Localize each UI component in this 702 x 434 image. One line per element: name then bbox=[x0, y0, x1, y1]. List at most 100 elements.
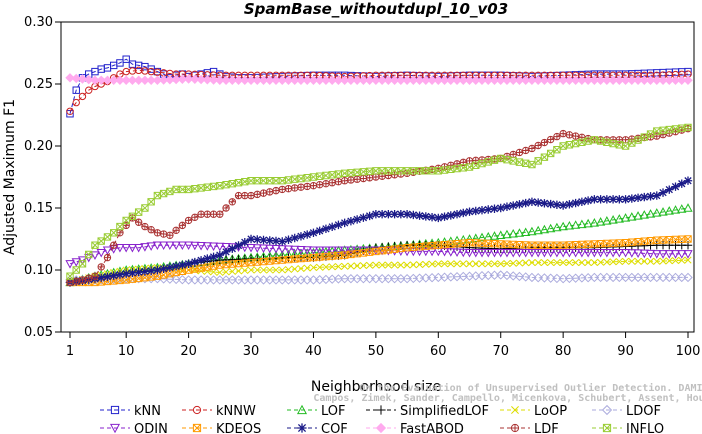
series-layer bbox=[65, 55, 693, 287]
data-point bbox=[384, 261, 392, 269]
data-point bbox=[484, 205, 493, 214]
data-point bbox=[546, 149, 555, 158]
data-point bbox=[196, 74, 206, 85]
data-point bbox=[241, 178, 249, 186]
data-point bbox=[178, 260, 187, 270]
legend-swatch-marker bbox=[110, 405, 120, 415]
data-point bbox=[85, 274, 93, 282]
data-point bbox=[539, 248, 550, 258]
data-point bbox=[384, 246, 393, 254]
data-point bbox=[190, 74, 200, 84]
legend-label: kNNW bbox=[216, 404, 256, 419]
data-point bbox=[140, 75, 150, 85]
data-point bbox=[115, 270, 125, 279]
data-point bbox=[452, 248, 462, 257]
legend-label: LoOP bbox=[534, 404, 567, 419]
data-point bbox=[565, 200, 574, 209]
data-point bbox=[534, 259, 542, 267]
data-point bbox=[127, 243, 138, 253]
data-point bbox=[658, 75, 668, 85]
data-point bbox=[210, 268, 218, 276]
data-point bbox=[190, 275, 200, 285]
data-point bbox=[684, 235, 692, 243]
x-tick-label: 100 bbox=[676, 344, 701, 359]
legend-item-odin: ODIN bbox=[100, 422, 168, 434]
series-inflo bbox=[66, 123, 692, 280]
data-point bbox=[615, 195, 624, 204]
data-point bbox=[291, 184, 299, 192]
data-point bbox=[240, 238, 249, 247]
data-point bbox=[109, 241, 118, 249]
legend: kNN kNNW LOF SimplifiedLOF LoOP LDOF ODIN KDEOS… bbox=[100, 404, 664, 434]
data-point bbox=[453, 164, 461, 173]
data-point bbox=[322, 180, 330, 188]
data-point bbox=[464, 75, 475, 85]
data-point bbox=[447, 165, 455, 174]
data-point bbox=[614, 214, 624, 223]
data-point bbox=[309, 182, 318, 190]
data-point bbox=[196, 241, 206, 251]
data-point bbox=[85, 250, 93, 259]
data-point bbox=[452, 75, 462, 85]
data-point bbox=[620, 213, 631, 222]
data-point bbox=[265, 236, 274, 245]
data-point bbox=[96, 75, 106, 85]
data-point bbox=[302, 75, 312, 85]
data-point bbox=[621, 195, 630, 204]
data-point bbox=[252, 275, 262, 285]
data-point bbox=[321, 246, 331, 256]
data-point bbox=[595, 217, 606, 226]
data-point bbox=[72, 98, 80, 107]
data-point bbox=[171, 262, 181, 271]
data-point bbox=[646, 257, 655, 265]
data-point bbox=[221, 275, 231, 285]
data-point bbox=[352, 75, 362, 85]
watermark-line-2: Campos, Zimek, Sander, Campello, Micenko… bbox=[313, 392, 702, 404]
data-point bbox=[683, 272, 693, 283]
data-point bbox=[334, 220, 343, 230]
x-axis: 1 10 20 30 40 50 60 70 80 90 100 bbox=[66, 332, 701, 359]
data-point bbox=[608, 248, 618, 258]
data-point bbox=[303, 230, 312, 239]
data-point bbox=[533, 225, 543, 235]
data-point bbox=[570, 248, 581, 258]
data-point bbox=[671, 182, 680, 191]
data-point bbox=[140, 267, 150, 276]
data-point bbox=[358, 273, 369, 284]
data-point bbox=[402, 75, 412, 85]
data-point bbox=[216, 210, 224, 218]
x-tick-label: 10 bbox=[118, 344, 135, 359]
data-point bbox=[414, 247, 425, 257]
data-point bbox=[608, 195, 618, 204]
data-point bbox=[620, 248, 631, 258]
data-point bbox=[546, 199, 555, 209]
data-point bbox=[514, 248, 525, 258]
data-point bbox=[222, 204, 230, 212]
data-point bbox=[272, 187, 280, 195]
data-point bbox=[403, 261, 411, 269]
series-line bbox=[70, 274, 688, 281]
data-point bbox=[78, 260, 87, 268]
series-line bbox=[69, 58, 689, 114]
data-point bbox=[652, 272, 662, 283]
legend-item-cof: COF bbox=[287, 422, 348, 434]
x-tick-label: 1 bbox=[66, 344, 74, 359]
data-point bbox=[627, 194, 637, 203]
data-point bbox=[277, 275, 287, 285]
data-point bbox=[178, 221, 187, 229]
data-point bbox=[496, 203, 505, 213]
data-point bbox=[421, 75, 431, 85]
data-point bbox=[296, 245, 306, 255]
legend-swatch-marker bbox=[510, 423, 520, 433]
data-point bbox=[315, 181, 324, 189]
data-point bbox=[539, 224, 550, 234]
data-point bbox=[664, 75, 674, 85]
data-point bbox=[183, 74, 194, 84]
data-point bbox=[440, 260, 449, 268]
data-point bbox=[78, 276, 87, 284]
data-point bbox=[221, 242, 231, 252]
data-point bbox=[203, 183, 212, 191]
data-point bbox=[290, 233, 299, 243]
legend-swatch-marker bbox=[297, 423, 307, 433]
data-point bbox=[303, 264, 311, 272]
